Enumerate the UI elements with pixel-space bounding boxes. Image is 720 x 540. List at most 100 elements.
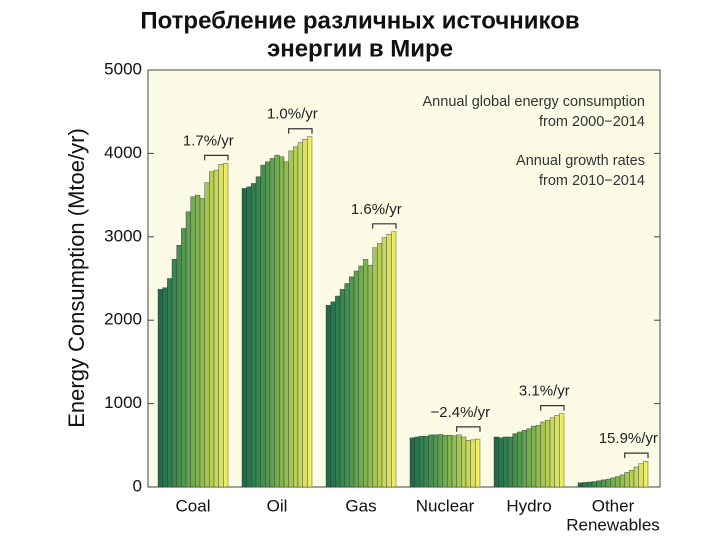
bar <box>531 425 537 488</box>
bar <box>162 287 168 488</box>
bar <box>447 435 453 488</box>
y-tick-label: 2000 <box>104 310 142 329</box>
bar <box>526 428 532 488</box>
bar <box>577 482 583 488</box>
growth-rate: 3.1%/yr <box>519 383 570 400</box>
y-tick-label: 0 <box>133 476 142 495</box>
bar <box>433 434 439 488</box>
annotation: from 2010−2014 <box>539 173 645 189</box>
bar <box>241 188 247 488</box>
bar <box>549 417 555 488</box>
growth-rate: 1.6%/yr <box>351 201 402 218</box>
bar <box>587 481 593 488</box>
bar <box>335 295 341 488</box>
bar <box>391 231 397 488</box>
bar <box>251 183 257 488</box>
bar <box>451 435 457 488</box>
bar <box>185 211 191 488</box>
bar <box>610 477 616 488</box>
bar <box>176 244 182 488</box>
x-tick-label: Gas <box>345 496 376 515</box>
bar <box>274 154 280 488</box>
x-tick-label: Nuclear <box>416 496 475 515</box>
bar <box>521 430 527 488</box>
bar <box>591 481 597 488</box>
bar <box>209 171 215 488</box>
bar <box>442 435 448 488</box>
bar <box>629 470 635 488</box>
bar <box>199 198 205 488</box>
bar <box>288 150 294 488</box>
bar <box>419 435 425 488</box>
bar <box>325 304 331 488</box>
bar <box>601 479 607 488</box>
x-tick-label: Other <box>592 496 635 515</box>
bar <box>381 237 387 488</box>
bar <box>367 264 373 488</box>
bar <box>213 169 219 488</box>
bracket <box>204 154 229 161</box>
bar <box>358 265 364 488</box>
y-tick-label: 3000 <box>104 226 142 245</box>
bar <box>545 420 551 488</box>
bar <box>330 301 336 488</box>
bracket <box>372 223 397 229</box>
x-tick-label: Oil <box>267 496 288 515</box>
bar <box>414 436 420 488</box>
plot-area <box>147 69 661 488</box>
bar <box>619 474 625 488</box>
growth-rate: −2.4%/yr <box>431 404 491 421</box>
bar <box>297 142 303 488</box>
bar <box>386 234 392 488</box>
bar <box>260 164 266 488</box>
bar <box>605 478 611 488</box>
bar <box>615 476 621 488</box>
bar <box>269 158 275 488</box>
bar <box>470 439 476 488</box>
y-tick-label: 5000 <box>104 59 142 78</box>
bar <box>302 139 308 488</box>
bar <box>353 270 359 488</box>
bar <box>372 247 378 488</box>
bar <box>181 228 187 488</box>
annotation: Annual global energy consumption <box>423 94 645 110</box>
bar <box>493 436 499 488</box>
bar <box>218 164 224 488</box>
x-tick-label: Hydro <box>506 496 551 515</box>
bar <box>279 156 285 488</box>
bar <box>582 482 588 488</box>
bar <box>377 243 383 488</box>
bar <box>171 259 177 488</box>
bar <box>157 289 163 488</box>
annotation: from 2000−2014 <box>539 114 645 130</box>
bar <box>475 438 481 488</box>
bar <box>517 431 523 488</box>
chart-title: энергии в Мире <box>267 35 453 62</box>
bar <box>246 186 252 488</box>
bar <box>190 196 196 488</box>
annotation: Annual growth rates <box>516 153 645 169</box>
bar <box>624 472 630 488</box>
bar <box>503 436 509 488</box>
bar <box>643 460 649 488</box>
growth-rate: 15.9%/yr <box>599 430 658 447</box>
bar <box>559 413 565 488</box>
growth-rate: 1.7%/yr <box>183 132 234 149</box>
chart-title: Потребление различных источников <box>140 7 579 34</box>
growth-rate: 1.0%/yr <box>267 106 318 123</box>
x-tick-label: Renewables <box>566 515 660 534</box>
bracket <box>288 128 313 134</box>
bar <box>409 437 415 488</box>
bar <box>554 415 560 488</box>
bar <box>633 466 639 488</box>
bar <box>465 440 471 488</box>
bracket <box>540 405 565 411</box>
bar <box>638 463 644 488</box>
bar <box>428 434 434 488</box>
bracket <box>624 452 649 459</box>
y-tick-label: 4000 <box>104 143 142 162</box>
bar <box>307 136 313 488</box>
bar <box>437 434 443 488</box>
bar <box>512 433 518 488</box>
